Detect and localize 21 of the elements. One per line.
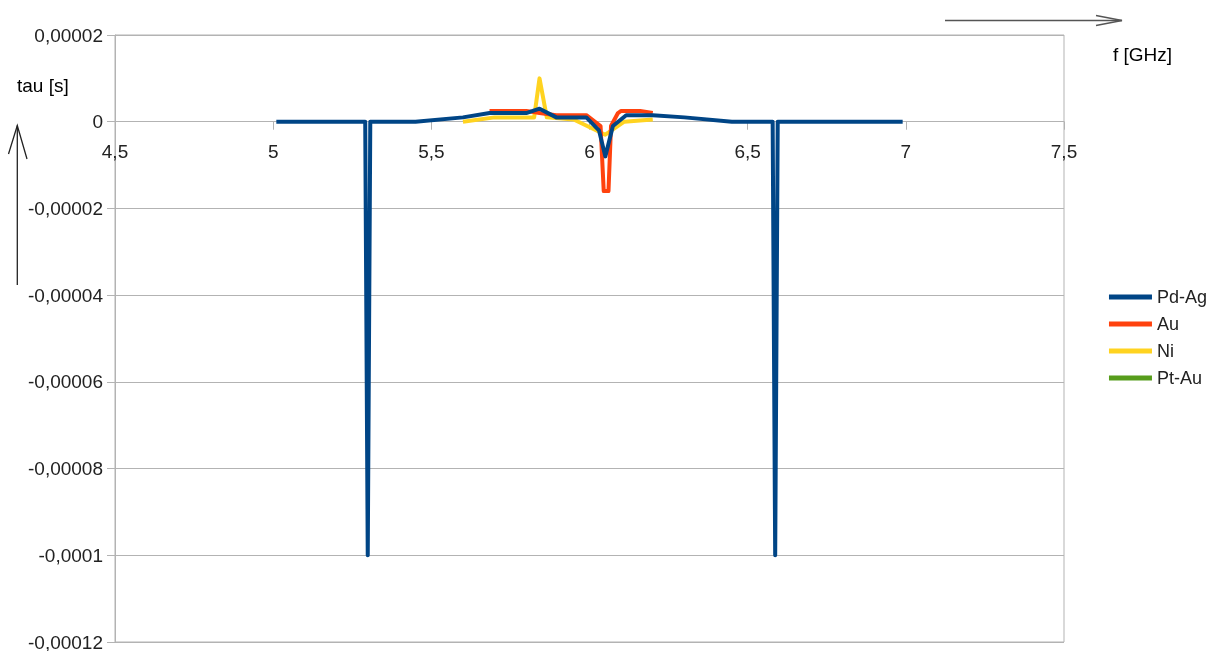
x-tick-label: 6 xyxy=(584,140,595,162)
y-tick-label: 0 xyxy=(92,111,103,133)
legend-label: Au xyxy=(1156,314,1179,334)
legend-label: Ni xyxy=(1156,341,1174,361)
y-tick-label: -0,00012 xyxy=(27,631,103,651)
legend-label: Pt-Au xyxy=(1156,368,1202,388)
y-tick-label: -0,00004 xyxy=(27,284,104,306)
x-tick-label: 4,5 xyxy=(101,140,129,162)
y-tick-label: 0,00002 xyxy=(34,24,103,46)
x-tick-label: 7,5 xyxy=(1050,140,1078,162)
legend-label: Pd-Ag xyxy=(1156,287,1207,307)
x-axis-title: f [GHz] xyxy=(1113,44,1173,65)
x-tick-label: 5 xyxy=(267,140,279,162)
x-tick-label: 6,5 xyxy=(734,140,761,162)
x-tick-label: 5,5 xyxy=(418,140,445,162)
y-tick-label: -0,00002 xyxy=(27,197,103,219)
x-tick-label: 7 xyxy=(900,140,912,162)
y-tick-label: -0,0001 xyxy=(38,544,103,566)
y-axis-title: tau [s] xyxy=(17,75,69,96)
y-tick-label: -0,00008 xyxy=(27,458,103,480)
y-tick-label: -0,00006 xyxy=(27,371,103,393)
